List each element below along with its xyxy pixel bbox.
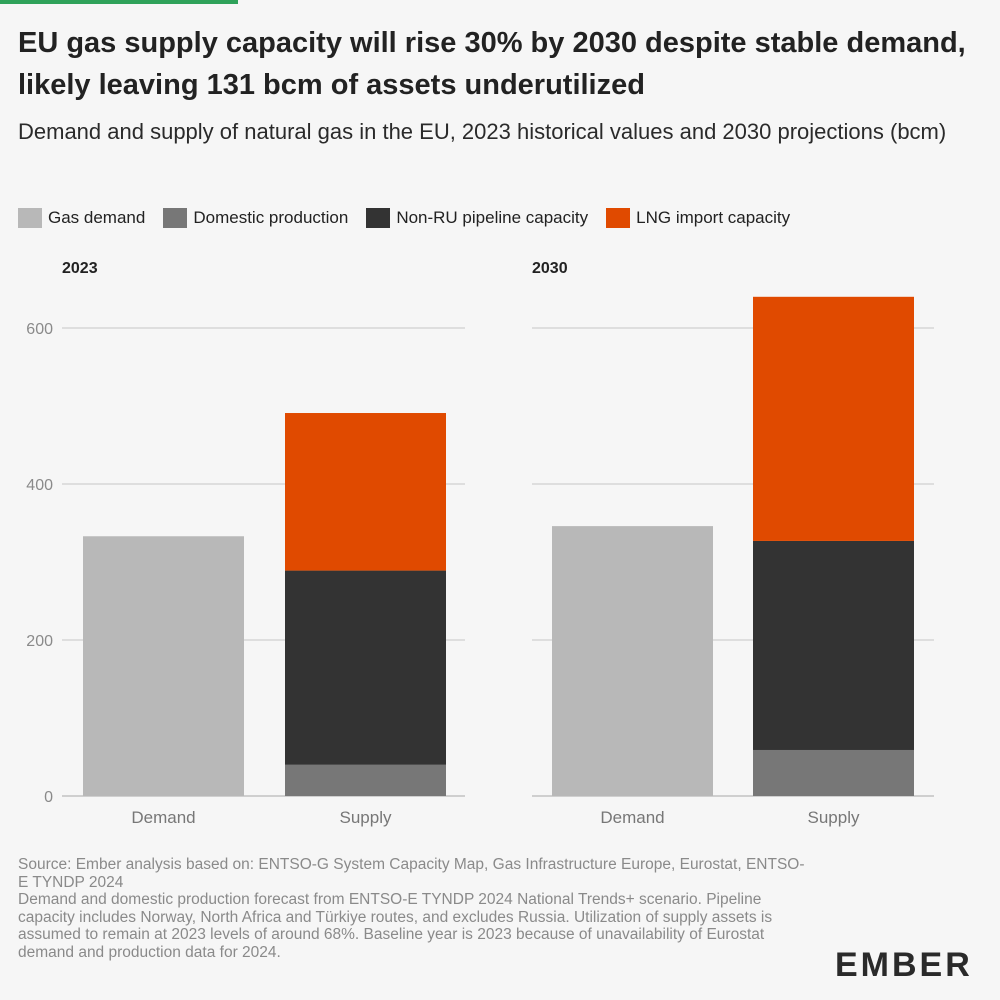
legend-label: Domestic production xyxy=(193,208,349,227)
bar-2030-demand-gas-demand xyxy=(552,526,713,796)
legend-swatch xyxy=(606,208,631,228)
legend-item-pipeline-capacity: Non-RU pipeline capacity xyxy=(366,208,588,228)
y-tick-label: 200 xyxy=(26,633,53,650)
legend-item-domestic-production: Domestic production xyxy=(163,208,348,228)
legend-label: Non-RU pipeline capacity xyxy=(396,208,589,227)
methodology-note: Demand and domestic production forecast … xyxy=(18,891,773,961)
legend-swatch xyxy=(366,208,391,228)
legend-item-gas-demand: Gas demand xyxy=(18,208,145,228)
x-tick-label: Supply xyxy=(340,808,392,827)
x-tick-label: Demand xyxy=(600,808,664,827)
legend-label: Gas demand xyxy=(48,208,146,227)
panel-label-2030: 2030 xyxy=(532,260,568,277)
bar-2023-supply-lng-import-capacity xyxy=(285,413,446,571)
source-text: Source: Ember analysis based on: ENTSO-G… xyxy=(18,856,805,891)
bar-2030-supply-domestic-production xyxy=(753,749,914,796)
bar-2030-supply-lng-import-capacity xyxy=(753,296,914,541)
y-tick-label: 600 xyxy=(26,321,53,338)
legend-label: LNG import capacity xyxy=(636,208,791,227)
legend-swatch xyxy=(163,208,188,228)
chart-subtitle: Demand and supply of natural gas in the … xyxy=(18,119,947,144)
x-tick-label: Demand xyxy=(131,808,195,827)
panel-label-2023: 2023 xyxy=(62,260,98,277)
legend: Gas demand Domestic production Non-RU pi… xyxy=(18,206,808,230)
y-tick-label: 0 xyxy=(44,789,53,806)
bar-2023-supply-domestic-production xyxy=(285,764,446,796)
bar-2023-demand-gas-demand xyxy=(83,536,244,796)
ember-logo: EMBER xyxy=(835,946,973,984)
chart-title: EU gas supply capacity will rise 30% by … xyxy=(18,27,966,101)
y-tick-label: 400 xyxy=(26,477,53,494)
accent-bar xyxy=(0,0,238,4)
stacked-bar-chart: 2023 Demand Supply 2030 Demand Supply 0 200 400 6… xyxy=(26,260,934,827)
bar-2023-supply-non-ru-pipeline-capacity xyxy=(285,570,446,765)
bar-2030-supply-non-ru-pipeline-capacity xyxy=(753,540,914,750)
x-tick-label: Supply xyxy=(808,808,860,827)
source-notes: Source: Ember analysis based on: ENTSO-G… xyxy=(18,856,808,961)
legend-item-lng-capacity: LNG import capacity xyxy=(606,208,790,228)
legend-swatch xyxy=(18,208,42,228)
